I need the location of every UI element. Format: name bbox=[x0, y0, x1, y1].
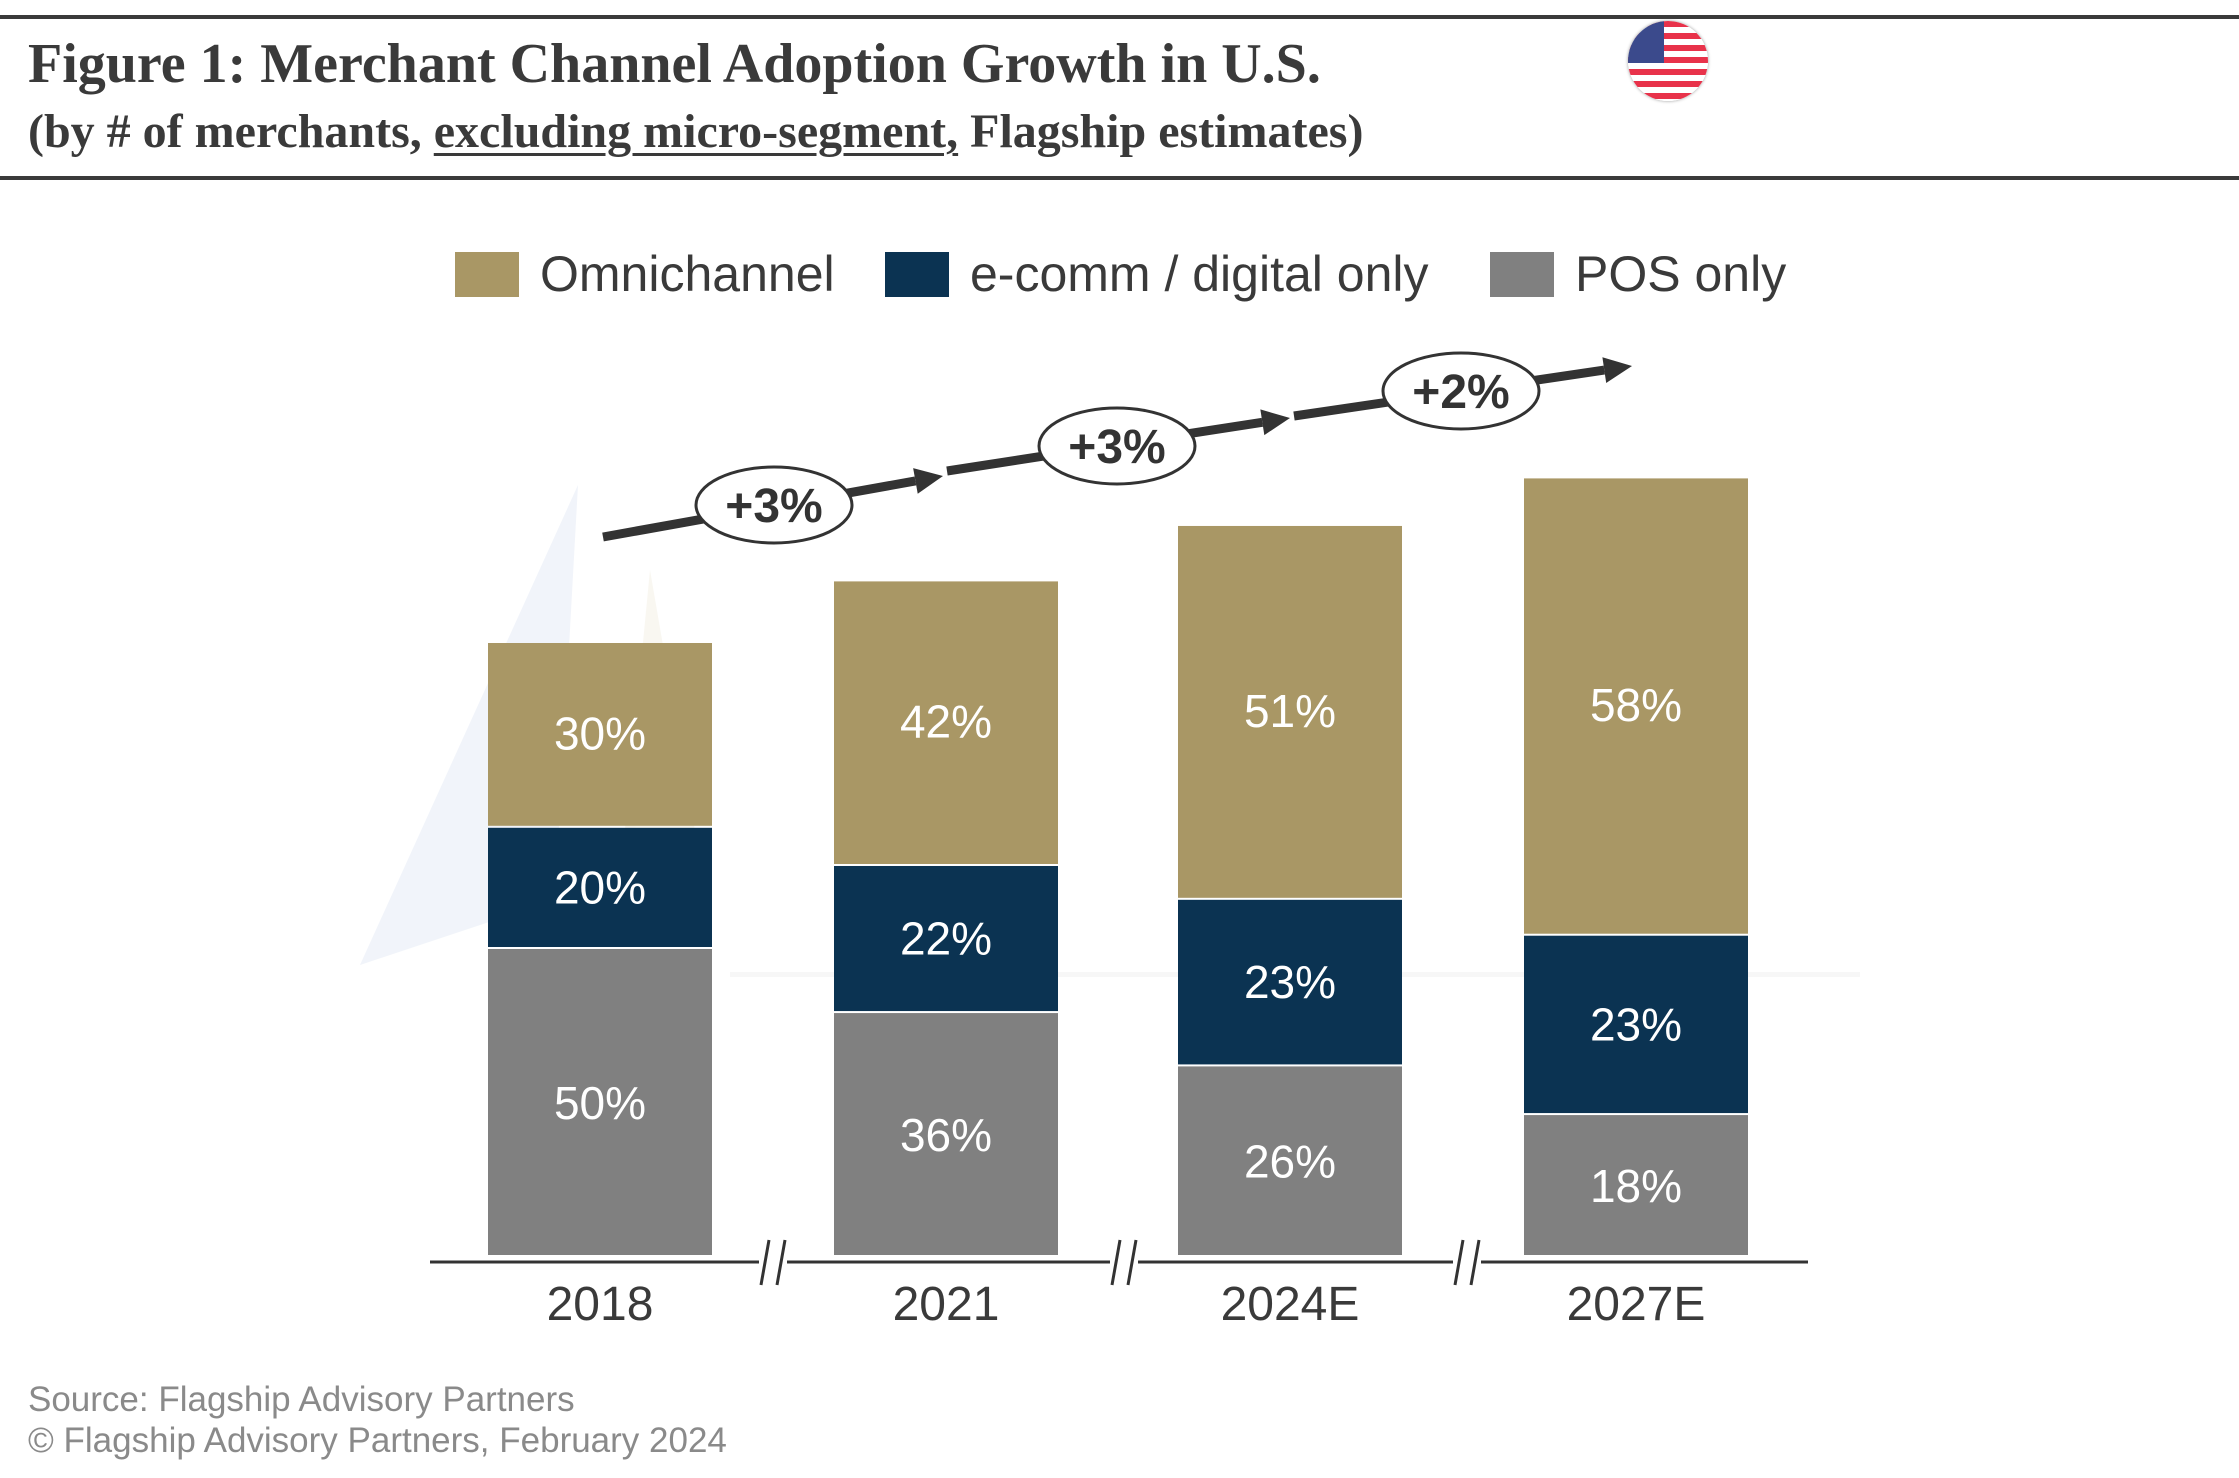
arrow-head-icon bbox=[913, 468, 943, 494]
x-axis: 2018 2021 2024E 2027E bbox=[430, 1239, 1808, 1331]
data-label: 50% bbox=[554, 1077, 646, 1129]
growth-bubble bbox=[1037, 406, 1197, 486]
legend-label: POS only bbox=[1575, 246, 1786, 302]
growth-bubble bbox=[694, 465, 854, 545]
data-label: 23% bbox=[1590, 998, 1682, 1050]
x-tick-label: 2021 bbox=[893, 1278, 1000, 1331]
top-rule bbox=[0, 15, 2239, 19]
data-label: 20% bbox=[554, 861, 646, 913]
axis-break-icon bbox=[759, 1239, 787, 1286]
subtitle-pre: (by # of merchants, bbox=[28, 105, 434, 158]
bar-segment bbox=[488, 643, 712, 826]
bar-segment bbox=[834, 1013, 1058, 1255]
subtitle-underlined: excluding micro-segment, bbox=[433, 105, 959, 158]
bar-segment bbox=[1524, 1115, 1748, 1255]
bar-segment bbox=[1524, 478, 1748, 934]
growth-label: +3% bbox=[1068, 421, 1165, 474]
data-label: 22% bbox=[900, 913, 992, 965]
bar-segment bbox=[834, 865, 1058, 1012]
growth-arrow: +3% +3% +2% bbox=[602, 351, 1632, 545]
data-label: 51% bbox=[1244, 685, 1336, 737]
legend-swatch bbox=[885, 252, 949, 297]
legend: Omnichannel e-comm / digital only POS only bbox=[455, 246, 1786, 302]
growth-label: +3% bbox=[725, 480, 822, 533]
axis-break-icon bbox=[1453, 1239, 1481, 1286]
growth-bubble bbox=[1381, 351, 1541, 431]
source-note: Source: Flagship Advisory Partners bbox=[28, 1380, 575, 1419]
legend-label: e-comm / digital only bbox=[970, 246, 1429, 302]
figure-title: Figure 1: Merchant Channel Adoption Grow… bbox=[28, 33, 1321, 95]
figure-subtitle: (by # of merchants, excluding micro-segm… bbox=[28, 104, 1363, 159]
bar-segment bbox=[488, 949, 712, 1255]
growth-label: +2% bbox=[1412, 366, 1509, 419]
bar-segment bbox=[1524, 935, 1748, 1114]
data-label: 26% bbox=[1244, 1136, 1336, 1188]
x-tick-label: 2024E bbox=[1221, 1278, 1360, 1331]
x-tick-label: 2027E bbox=[1567, 1278, 1706, 1331]
us-flag-icon bbox=[1628, 21, 1708, 101]
data-label: 18% bbox=[1590, 1160, 1682, 1212]
bar-segment bbox=[834, 581, 1058, 864]
copyright-note: © Flagship Advisory Partners, February 2… bbox=[28, 1421, 727, 1460]
legend-swatch bbox=[1490, 252, 1554, 297]
axis-break-icon bbox=[1110, 1239, 1138, 1286]
data-label: 42% bbox=[900, 696, 992, 748]
legend-swatch bbox=[455, 252, 519, 297]
legend-label: Omnichannel bbox=[540, 246, 835, 302]
header-bottom-rule bbox=[0, 176, 2239, 180]
subtitle-post: Flagship estimates) bbox=[958, 105, 1364, 158]
data-label: 23% bbox=[1244, 956, 1336, 1008]
x-tick-label: 2018 bbox=[547, 1278, 654, 1331]
bars: 50% 20% 30% 36% 22% 42% 26% 23% 51% 18% 23% 58% bbox=[488, 478, 1748, 1255]
bar-segment bbox=[1178, 525, 1402, 898]
data-label: 30% bbox=[554, 707, 646, 759]
bar-segment bbox=[488, 827, 712, 947]
bar-segment bbox=[1178, 899, 1402, 1065]
data-label: 58% bbox=[1590, 679, 1682, 731]
data-label: 36% bbox=[900, 1109, 992, 1161]
arrow-head-icon bbox=[1260, 409, 1290, 436]
arrow-head-icon bbox=[1602, 357, 1632, 383]
bar-segment bbox=[1178, 1066, 1402, 1255]
